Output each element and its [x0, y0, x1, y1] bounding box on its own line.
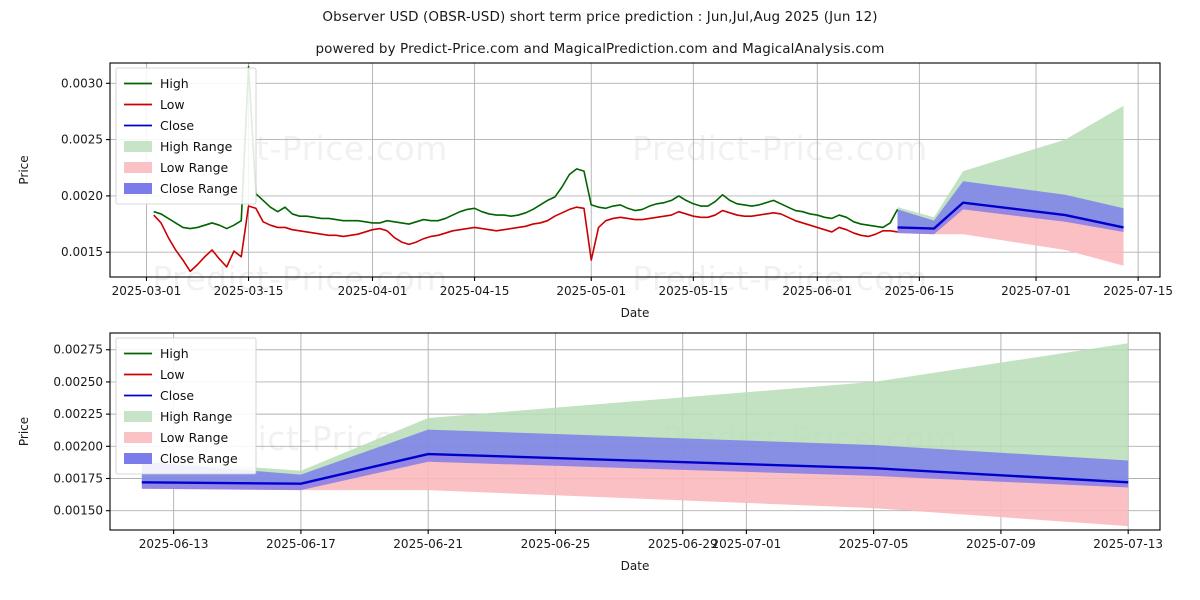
- x-tick-label: 2025-07-01: [711, 537, 781, 551]
- legend-patch-swatch: [124, 141, 152, 152]
- legend: High Low Close High Range Low Range Close Ran…: [115, 337, 257, 475]
- legend-patch-swatch: [124, 432, 152, 443]
- legend-patch-swatch: [124, 183, 152, 194]
- x-tick-label: 2025-06-29: [648, 537, 718, 551]
- x-tick-label: 2025-06-17: [266, 537, 336, 551]
- y-tick-label: 0.00275: [53, 343, 103, 357]
- legend-label: High Range: [160, 409, 233, 424]
- legend-item[interactable]: Close: [124, 388, 194, 403]
- y-tick-label: 0.0030: [61, 76, 103, 90]
- watermark-text: Predict-Price.com: [152, 259, 448, 298]
- x-tick-label: 2025-07-15: [1103, 284, 1173, 298]
- legend-label: Close: [160, 118, 194, 133]
- legend-patch-swatch: [124, 453, 152, 464]
- x-tick-label: 2025-05-15: [658, 284, 728, 298]
- x-axis-title: Date: [621, 559, 650, 573]
- legend-label: High: [160, 346, 189, 361]
- legend-item[interactable]: High Range: [124, 409, 233, 424]
- legend-label: Close: [160, 388, 194, 403]
- x-tick-label: 2025-07-13: [1093, 537, 1163, 551]
- axes: 0.0015 0.0020 0.0025 0.0030 2025-03-01 2025-0…: [61, 76, 1173, 298]
- axis-frame: [109, 332, 1161, 531]
- x-tick-label: 2025-06-13: [139, 537, 209, 551]
- legend-item[interactable]: Close Range: [124, 181, 238, 196]
- legend-item[interactable]: High: [124, 346, 189, 361]
- x-tick-label: 2025-07-05: [839, 537, 909, 551]
- watermark: Predict-Price.com Predict-Price.com Predic…: [152, 129, 928, 298]
- y-tick-label: 0.0025: [61, 133, 103, 147]
- legend-patch-swatch: [124, 411, 152, 422]
- axes: 0.00150 0.00175 0.00200 0.00225 0.00250 0.002…: [53, 343, 1163, 551]
- close-line: [141, 452, 1129, 485]
- plot-content: [141, 343, 1129, 527]
- y-tick-label: 0.00250: [53, 375, 103, 389]
- legend-label: High: [160, 76, 189, 91]
- legend-patch-swatch: [124, 162, 152, 173]
- x-tick-label: 2025-04-01: [338, 284, 408, 298]
- legend-label: Low Range: [160, 160, 229, 175]
- legend-label: Close Range: [160, 181, 238, 196]
- legend-label: Low: [160, 97, 185, 112]
- plot-content: [153, 65, 1124, 273]
- legend-item[interactable]: Low: [124, 367, 185, 382]
- low-line: [153, 205, 898, 273]
- y-tick-label: 0.00200: [53, 439, 103, 453]
- y-axis-title: Price: [17, 417, 31, 446]
- watermark-text: Predict-Price.com: [632, 129, 928, 168]
- page-title: Observer USD (OBSR-USD) short term price…: [322, 9, 878, 25]
- legend-label: Close Range: [160, 451, 238, 466]
- x-tick-label: 2025-06-21: [393, 537, 463, 551]
- legend-item[interactable]: Close: [124, 118, 194, 133]
- legend-label: Low Range: [160, 430, 229, 445]
- legend-label: High Range: [160, 139, 233, 154]
- legend-item[interactable]: High: [124, 76, 189, 91]
- x-tick-label: 2025-03-01: [112, 284, 182, 298]
- y-tick-label: 0.0020: [61, 189, 103, 203]
- close-line: [897, 201, 1124, 230]
- y-tick-label: 0.0015: [61, 245, 103, 259]
- legend-item[interactable]: High Range: [124, 139, 233, 154]
- x-tick-label: 2025-06-01: [782, 284, 852, 298]
- axis-frame: [109, 62, 1161, 278]
- y-axis-title: Price: [17, 155, 31, 184]
- legend: High Low Close High Range Low Range Close Ran…: [115, 67, 257, 205]
- top-chart: Predict-Price.com Predict-Price.com Predic…: [17, 62, 1173, 320]
- legend-item[interactable]: Low Range: [124, 160, 229, 175]
- legend-item[interactable]: Close Range: [124, 451, 238, 466]
- x-tick-label: 2025-05-01: [556, 284, 626, 298]
- x-tick-label: 2025-06-15: [885, 284, 955, 298]
- watermark-text: Predict-Price.com: [632, 259, 928, 298]
- page-subtitle: powered by Predict-Price.com and Magical…: [315, 41, 885, 57]
- bottom-chart: Predict-Price.comPredict-Price.com0.0015…: [17, 332, 1163, 573]
- x-tick-label: 2025-03-15: [214, 284, 284, 298]
- legend-item[interactable]: Low Range: [124, 430, 229, 445]
- x-axis-title: Date: [621, 306, 650, 320]
- gridlines: [110, 63, 1160, 277]
- title-block: Observer USD (OBSR-USD) short term price…: [0, 0, 1200, 57]
- x-tick-label: 2025-06-25: [521, 537, 591, 551]
- y-tick-label: 0.00150: [53, 504, 103, 518]
- x-tick-label: 2025-04-15: [440, 284, 510, 298]
- x-tick-label: 2025-07-09: [966, 537, 1036, 551]
- high-line: [153, 65, 899, 230]
- y-tick-label: 0.00225: [53, 407, 103, 421]
- x-tick-label: 2025-07-01: [1001, 284, 1071, 298]
- legend-label: Low: [160, 367, 185, 382]
- legend-item[interactable]: Low: [124, 97, 185, 112]
- y-tick-label: 0.00175: [53, 471, 103, 485]
